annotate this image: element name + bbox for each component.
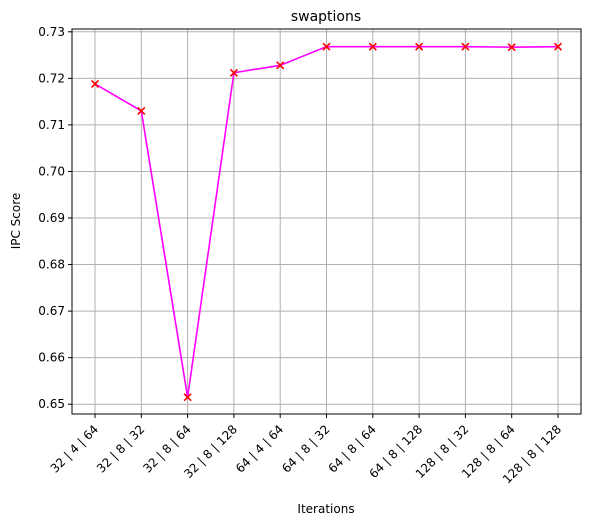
marker-stroke: [90, 79, 100, 88]
y-tick-label: 0.66: [38, 351, 65, 365]
y-tick-label: 0.65: [38, 397, 65, 411]
marker-stroke: [368, 42, 377, 51]
marker-stroke: [183, 393, 192, 402]
y-tick-label: 0.72: [38, 71, 65, 85]
data-point-marker: [507, 43, 516, 52]
series-layer: [90, 42, 563, 402]
marker-stroke: [322, 42, 331, 51]
y-tick-label: 0.71: [38, 118, 65, 132]
chart-title: swaptions: [291, 9, 361, 25]
y-tick-label: 0.69: [38, 211, 65, 225]
data-point-marker: [415, 42, 424, 51]
data-point-marker: [183, 393, 192, 402]
y-tick-label: 0.67: [38, 304, 65, 318]
data-point-marker: [461, 42, 470, 51]
x-tick-label: 64 | 4 | 64: [233, 422, 286, 475]
data-point-marker: [229, 68, 238, 77]
data-point-marker: [276, 61, 285, 70]
y-tick-label: 0.68: [38, 258, 65, 272]
marker-stroke: [276, 61, 285, 70]
marker-stroke: [229, 68, 238, 77]
data-point-marker: [368, 42, 377, 51]
marker-stroke: [137, 106, 146, 116]
y-axis-label: IPC Score: [9, 193, 23, 250]
y-tick-label: 0.70: [38, 164, 65, 178]
grid-lines: [72, 29, 581, 414]
data-point-marker: [322, 42, 331, 51]
marker-stroke: [415, 42, 424, 51]
marker-stroke: [553, 42, 563, 51]
marker-stroke: [507, 43, 516, 52]
data-point-marker: [553, 42, 563, 51]
y-tick-label: 0.73: [38, 25, 65, 39]
x-tick-label: 32 | 4 | 64: [48, 422, 101, 475]
data-point-marker: [90, 79, 100, 88]
x-tick-label: 64 | 8 | 32: [279, 422, 332, 475]
marker-stroke: [461, 42, 470, 51]
x-axis-label: Iterations: [297, 502, 354, 516]
data-point-marker: [137, 106, 146, 116]
x-tick-label: 32 | 8 | 32: [94, 422, 147, 475]
